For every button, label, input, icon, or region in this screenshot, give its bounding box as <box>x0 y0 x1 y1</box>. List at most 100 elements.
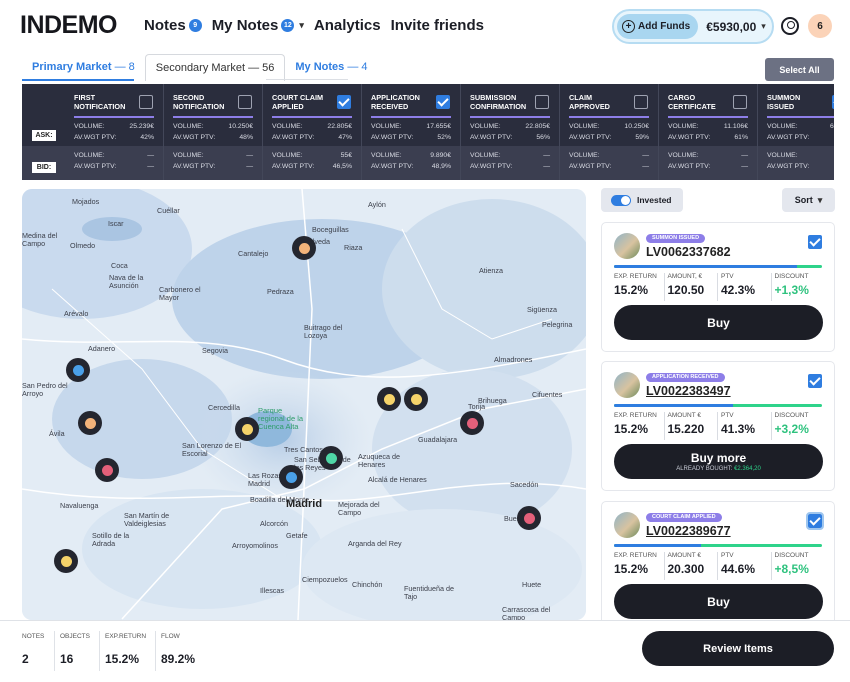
notifications-badge[interactable]: 6 <box>808 14 832 38</box>
status-checkbox[interactable] <box>139 95 153 109</box>
map-town-label: Riaza <box>344 243 363 252</box>
review-items-button[interactable]: Review Items <box>642 631 834 666</box>
bid-volume: — <box>147 152 154 159</box>
nav-my-notes-badge: 12 <box>281 19 295 32</box>
select-all-button[interactable]: Select All <box>765 58 834 81</box>
already-bought-label: ALREADY BOUGHT: <box>676 466 735 472</box>
status-checkbox[interactable] <box>634 95 648 109</box>
ask-volume: 25.239€ <box>129 123 154 130</box>
status-column[interactable]: Claim approved VOLUME: 10.250€ AV.WGT PTV: 5… <box>561 84 658 180</box>
logo[interactable]: INDEMO <box>20 11 118 39</box>
note-card[interactable]: Summon issued LV0062337682 EXP. RETURN 15.2… <box>601 222 835 352</box>
map-town-label: Pelegrina <box>542 320 573 329</box>
map-marker-dot <box>383 393 395 405</box>
status-column[interactable]: Second notification VOLUME: 10.250€ AV.WGT … <box>165 84 262 180</box>
status-checkbox[interactable] <box>535 95 549 109</box>
chevron-down-icon[interactable]: ▾ <box>761 21 766 31</box>
stat-key: AMOUNT € <box>667 552 701 559</box>
stat-key: EXP. RETURN <box>614 273 657 280</box>
map-marker[interactable] <box>460 411 484 435</box>
status-column[interactable]: Submission confirmation VOLUME: 22.805€ AV.… <box>462 84 559 180</box>
note-card[interactable]: Application received LV0022383497 EXP. RET… <box>601 361 835 491</box>
status-column[interactable]: Cargo certificate VOLUME: 11.106€ AV.WGT PT… <box>660 84 757 180</box>
nav-analytics[interactable]: Analytics <box>314 17 381 34</box>
ask-ptv-row: AV.WGT PTV: 56% <box>470 134 550 141</box>
buy-button[interactable]: Buy <box>614 584 823 619</box>
stat-key: PTV <box>721 273 734 280</box>
tab-my-notes[interactable]: My Notes — 4 <box>285 54 377 80</box>
status-column-bar <box>272 116 352 118</box>
status-checkbox[interactable] <box>733 95 747 109</box>
map-town-label: Boadilla del Monte <box>250 495 310 504</box>
stat-value: 44.6% <box>721 562 756 576</box>
footer-summary: NOTES 2 OBJECTS 16 EXP.RETURN 15.2% FLOW 89.2% … <box>0 620 850 682</box>
map-marker[interactable] <box>517 506 541 530</box>
status-column[interactable]: Summon issued VOLUME: 63.29 AV.WGT PTV:6 VOL… <box>759 84 834 180</box>
status-checkbox[interactable] <box>238 95 252 109</box>
map-marker[interactable] <box>66 358 90 382</box>
invested-label: Invested <box>637 195 672 205</box>
map-marker[interactable] <box>78 411 102 435</box>
status-checkbox[interactable] <box>436 95 450 109</box>
add-funds-button[interactable]: + Add Funds <box>617 14 699 39</box>
buy-button[interactable]: Buy more ALREADY BOUGHT: €2.364,20 <box>614 444 823 479</box>
nav-my-notes[interactable]: My Notes 12 ▾ <box>212 17 304 34</box>
ask-ptv-row: AV.WGT PTV: 42% <box>74 134 154 141</box>
map-marker[interactable] <box>292 236 316 260</box>
nav-invite-friends[interactable]: Invite friends <box>391 17 484 34</box>
nav-notes-badge: 9 <box>188 19 202 32</box>
map-town-label: Adanero <box>88 344 116 353</box>
map-marker[interactable] <box>377 387 401 411</box>
bid-ptv: — <box>147 163 154 170</box>
stat-value: 41.3% <box>721 422 756 436</box>
note-card[interactable]: Court claim applied LV0022389677 EXP. RETU… <box>601 501 835 620</box>
status-column[interactable]: Application received VOLUME: 17.655€ AV.WGT… <box>363 84 460 180</box>
stat-exp-return: EXP. RETURN 15.2% <box>614 273 664 301</box>
balance-value[interactable]: €5930,00 <box>706 19 757 34</box>
map-marker[interactable] <box>54 549 78 573</box>
buy-button[interactable]: Buy <box>614 305 823 340</box>
tab-secondary-market[interactable]: Secondary Market — 56 <box>144 54 286 81</box>
map-marker[interactable] <box>235 417 259 441</box>
toggle-switch[interactable] <box>611 194 631 206</box>
map-marker[interactable] <box>279 465 303 489</box>
notes-sidebar: Invested Sort ▾ Summon issued LV006233768… <box>601 186 835 620</box>
bid-volume-row: VOLUME: — <box>569 152 649 159</box>
top-bar: INDEMO Notes 9 My Notes 12 ▾ Analytics I… <box>0 0 850 52</box>
note-id[interactable]: LV0062337682 <box>646 245 731 259</box>
volume-key: VOLUME: <box>173 152 204 159</box>
footer-stat: NOTES 2 <box>22 633 44 666</box>
tab-primary-market[interactable]: Primary Market — 8 <box>22 54 145 80</box>
ptv-key: AV.WGT PTV: <box>74 134 117 141</box>
status-column[interactable]: First notification VOLUME: 25.239€ AV.WGT P… <box>66 84 163 180</box>
account-icon[interactable] <box>781 17 799 35</box>
note-avatar <box>614 512 640 538</box>
ask-ptv-row: AV.WGT PTV: 48% <box>173 134 253 141</box>
bid-ptv: 46,5% <box>332 163 352 170</box>
note-id[interactable]: LV0022383497 <box>646 384 731 398</box>
sort-button[interactable]: Sort ▾ <box>782 188 835 212</box>
column-divider <box>658 84 659 180</box>
map[interactable]: Mojados Cuéllar Aylón Iscar Medina del Campo… <box>22 189 586 620</box>
map-marker[interactable] <box>319 446 343 470</box>
map-town-label: Alcalá de Henares <box>368 475 427 484</box>
nav-notes[interactable]: Notes 9 <box>144 17 202 34</box>
note-checkbox[interactable] <box>808 374 822 388</box>
note-checkbox[interactable] <box>806 512 824 530</box>
ptv-key: AV.WGT PTV: <box>668 163 711 170</box>
map-marker[interactable] <box>95 458 119 482</box>
note-checkbox[interactable] <box>808 235 822 249</box>
note-id[interactable]: LV0022389677 <box>646 524 731 538</box>
status-badge: Summon issued <box>646 234 706 243</box>
nav-analytics-label: Analytics <box>313 17 381 34</box>
status-checkbox[interactable] <box>832 95 834 109</box>
stat-amount: AMOUNT € 15.220 <box>663 412 718 440</box>
footer-stat: EXP.RETURN 15.2% <box>105 633 146 666</box>
map-town-label: Olmedo <box>70 241 96 250</box>
status-column[interactable]: Court claim applied VOLUME: 22.805€ AV.WGT … <box>264 84 361 180</box>
invested-toggle[interactable]: Invested <box>601 188 683 212</box>
note-avatar <box>614 372 640 398</box>
status-checkbox[interactable] <box>337 95 351 109</box>
ptv-key: AV.WGT PTV: <box>767 163 810 170</box>
map-marker[interactable] <box>404 387 428 411</box>
